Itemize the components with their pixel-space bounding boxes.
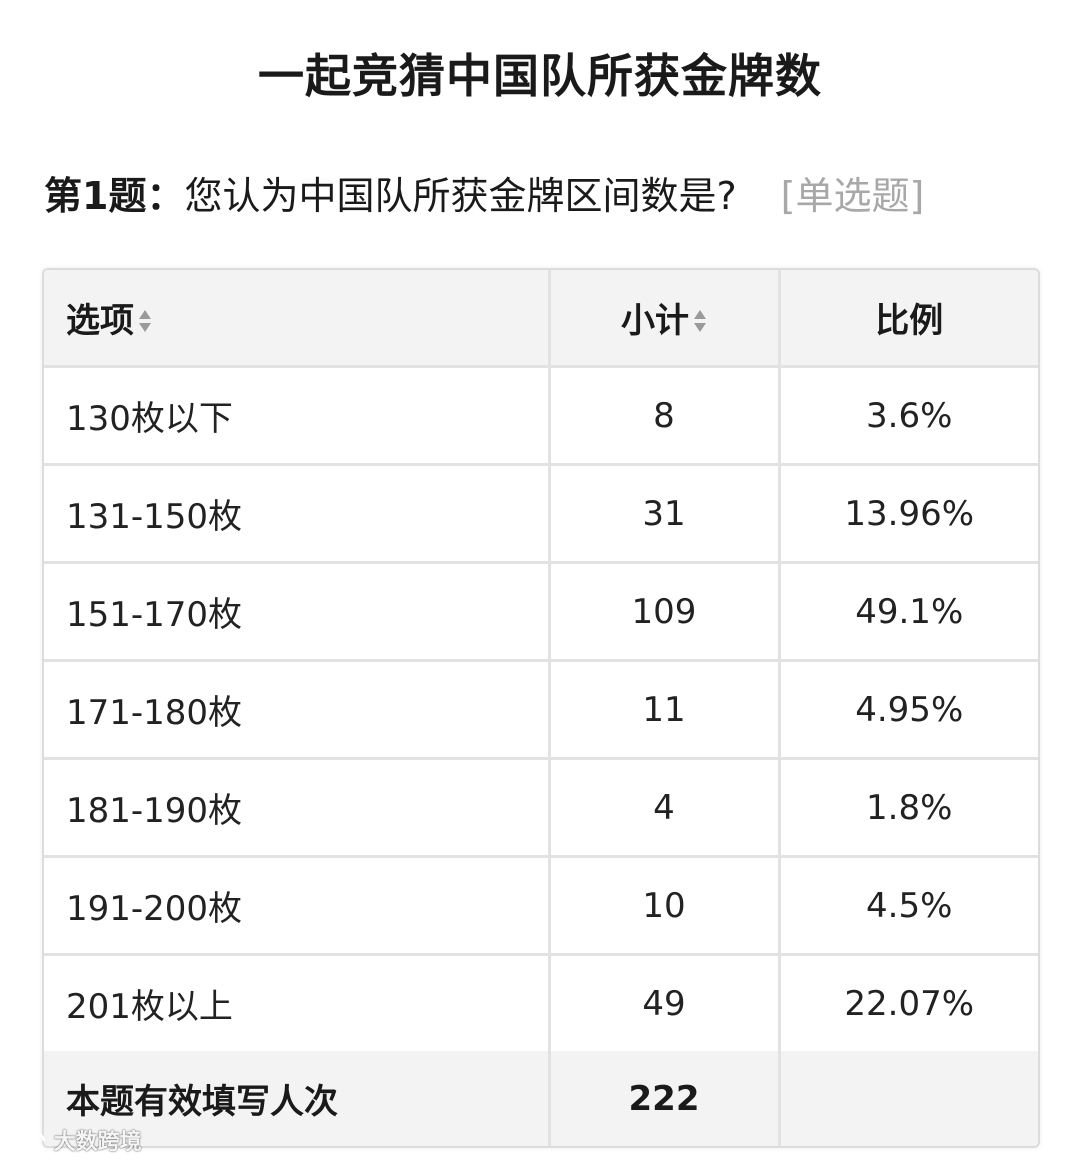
watermark: 大数跨境	[8, 1124, 142, 1156]
count-cell: 109	[549, 562, 781, 662]
table-row: 181-190枚 4 1.8%	[44, 758, 1038, 858]
sort-arrows-icon[interactable]	[138, 308, 152, 334]
option-cell: 130枚以下	[44, 366, 551, 466]
option-cell: 201枚以上	[44, 954, 551, 1051]
count-cell: 11	[549, 660, 781, 760]
ratio-cell: 13.96%	[779, 464, 1038, 564]
table-header-row: 选项 小计 比例	[44, 270, 1038, 368]
ratio-cell: 3.6%	[779, 366, 1038, 466]
question-type: [单选题]	[780, 174, 925, 218]
weibo-logo-icon	[9, 1131, 46, 1155]
table-row: 131-150枚 31 13.96%	[44, 464, 1038, 564]
question: 第1题：您认为中国队所获金牌区间数是? [单选题]	[44, 165, 924, 220]
header-count[interactable]: 小计	[549, 270, 781, 368]
question-label: 第1题：	[44, 174, 185, 218]
table-row: 201枚以上 49 22.07%	[44, 954, 1038, 1051]
sort-arrows-icon[interactable]	[693, 308, 707, 334]
option-cell: 181-190枚	[44, 758, 551, 858]
table-row: 191-200枚 10 4.5%	[44, 856, 1038, 956]
option-cell: 131-150枚	[44, 464, 551, 564]
table-footer-row: 本题有效填写人次 222	[44, 1051, 1038, 1146]
count-cell: 31	[549, 464, 781, 564]
option-cell: 171-180枚	[44, 660, 551, 760]
page-title: 一起竞猜中国队所获金牌数	[258, 49, 822, 103]
watermark-text: 大数跨境	[53, 1130, 142, 1155]
count-cell: 8	[549, 366, 781, 466]
count-cell: 49	[549, 954, 781, 1051]
header-count-label: 小计	[621, 301, 689, 341]
ratio-cell: 4.5%	[779, 856, 1038, 956]
header-option-label: 选项	[66, 301, 134, 341]
header-ratio: 比例	[779, 270, 1038, 368]
option-cell: 191-200枚	[44, 856, 551, 956]
table-row: 171-180枚 11 4.95%	[44, 660, 1038, 760]
option-cell: 151-170枚	[44, 562, 551, 662]
total-label: 本题有效填写人次	[44, 1051, 551, 1146]
ratio-cell: 4.95%	[779, 660, 1038, 760]
header-ratio-label: 比例	[875, 301, 944, 341]
ratio-cell: 49.1%	[779, 562, 1038, 662]
header-option[interactable]: 选项	[44, 270, 551, 368]
table-row: 130枚以下 8 3.6%	[44, 366, 1038, 466]
count-cell: 4	[549, 758, 781, 858]
total-count: 222	[549, 1051, 781, 1146]
count-cell: 10	[549, 856, 781, 956]
results-table: 选项 小计 比例 130枚以下 8 3.6% 131-150枚 31 13.96…	[42, 268, 1040, 1148]
table-row: 151-170枚 109 49.1%	[44, 562, 1038, 662]
ratio-cell: 22.07%	[844, 983, 975, 1024]
total-ratio	[779, 1051, 1038, 1146]
question-text: 您认为中国队所获金牌区间数是?	[184, 174, 737, 218]
ratio-cell: 1.8%	[779, 758, 1038, 858]
